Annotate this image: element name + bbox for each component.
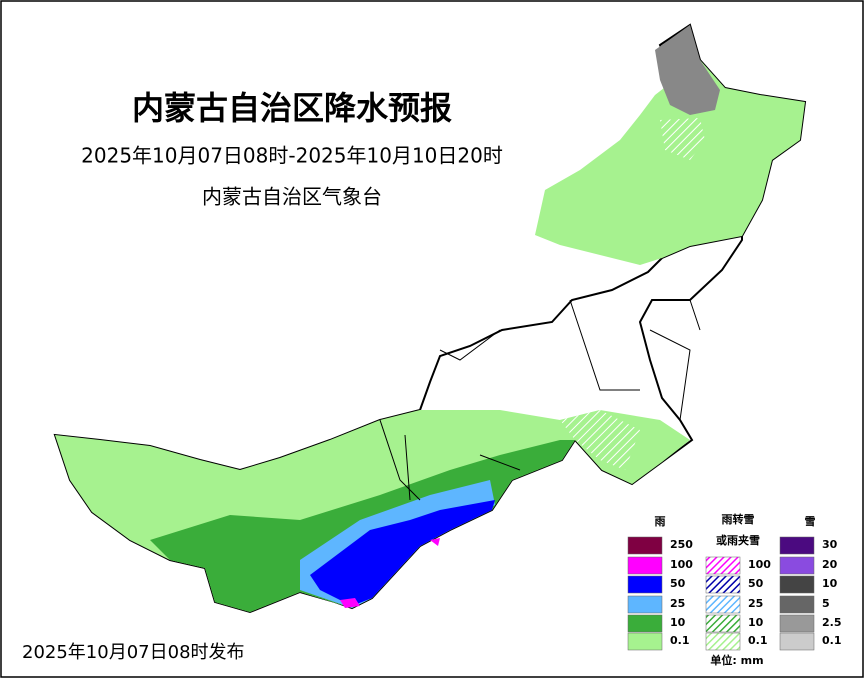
- legend-swatch: [779, 595, 815, 614]
- legend-label: 30: [822, 538, 838, 551]
- legend-label: 50: [748, 577, 764, 590]
- unit: 单位: mm: [710, 653, 763, 667]
- legend-label: 100: [748, 558, 771, 571]
- legend-title: 雪: [805, 515, 816, 528]
- legend-title: 雨转雪: [722, 512, 755, 526]
- legend-swatch: [779, 575, 815, 594]
- legend-swatch: [705, 595, 741, 614]
- legend-swatch: [627, 595, 663, 614]
- legend-label: 100: [670, 558, 693, 571]
- legend-swatch: [779, 614, 815, 633]
- legend-label: 10: [822, 577, 838, 590]
- legend-swatch: [705, 575, 741, 594]
- period: 2025年10月07日08时-2025年10月10日20时: [81, 144, 503, 168]
- legend-title: 雨: [655, 515, 666, 528]
- legend-subtitle: 或雨夹雪: [716, 533, 760, 547]
- legend-swatch: [779, 556, 815, 575]
- legend-label: 250: [670, 538, 693, 551]
- legend-swatch: [705, 632, 741, 651]
- legend-label: 10: [748, 616, 764, 629]
- region-map: [53, 23, 807, 614]
- legend-label: 20: [822, 558, 838, 571]
- legend-label: 0.1: [748, 634, 768, 647]
- legend-swatch: [627, 632, 663, 651]
- legend-label: 5: [822, 597, 830, 610]
- legend-label: 2.5: [822, 616, 842, 629]
- legend-swatch: [779, 632, 815, 651]
- legend-label: 0.1: [670, 634, 690, 647]
- legend-swatch: [627, 575, 663, 594]
- legend-label: 25: [670, 597, 685, 610]
- title: 内蒙古自治区降水预报: [132, 89, 452, 127]
- issue-time: 2025年10月07日08时发布: [22, 642, 245, 663]
- legend-swatch: [705, 556, 741, 575]
- legend-swatch: [627, 536, 663, 555]
- legend-label: 25: [748, 597, 763, 610]
- legend-swatch: [627, 556, 663, 575]
- legend-swatch: [705, 614, 741, 633]
- issuer: 内蒙古自治区气象台: [202, 185, 382, 209]
- legend-label: 50: [670, 577, 686, 590]
- legend-swatch: [779, 536, 815, 555]
- legend-label: 0.1: [822, 634, 842, 647]
- legend-label: 10: [670, 616, 686, 629]
- legend: 雨 雨转雪 或雨夹雪 雪 单位: mm 2501005025100.110050…: [627, 512, 842, 667]
- legend-swatch: [627, 614, 663, 633]
